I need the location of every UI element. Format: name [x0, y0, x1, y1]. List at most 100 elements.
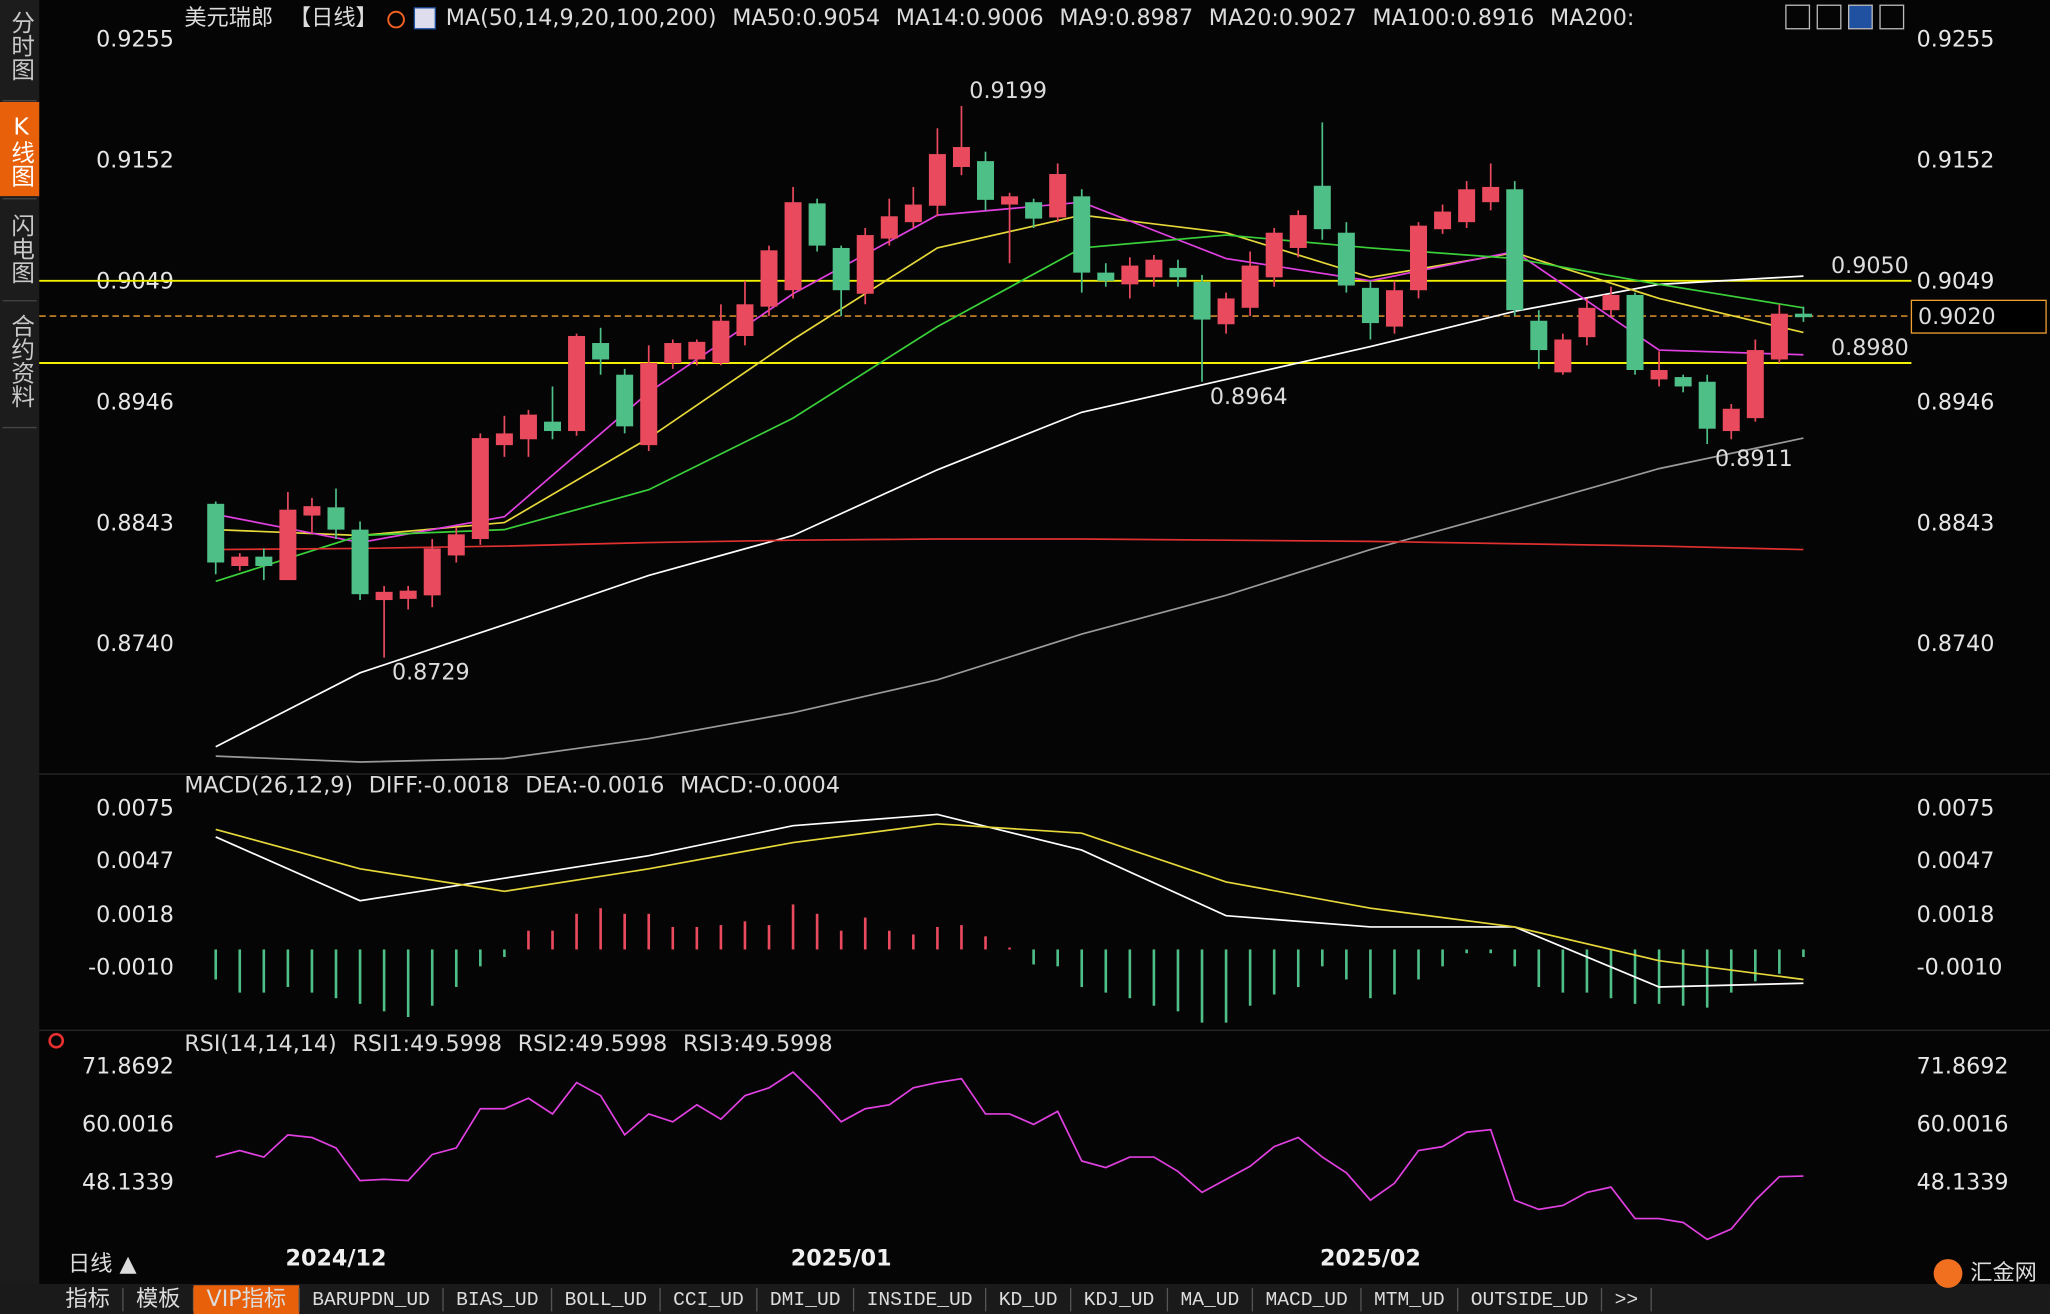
- histogram-bar: [1272, 949, 1276, 995]
- candle-body: [1265, 232, 1283, 278]
- histogram-bar: [1585, 949, 1589, 993]
- level-label: 0.8980: [1831, 335, 1909, 361]
- histogram-bar: [1200, 949, 1204, 1023]
- legend-entry: RSI2:49.5998: [518, 1031, 668, 1057]
- candle-body: [977, 161, 995, 200]
- indicator: MA(50,14,9,20,100,200): [446, 5, 717, 31]
- histogram-bar: [1248, 949, 1252, 1006]
- candle-body: [1722, 408, 1740, 432]
- toolbar-icons[interactable]: [1785, 4, 1905, 30]
- candle-body: [1506, 189, 1524, 311]
- candle-body: [616, 374, 634, 427]
- period: 【日线】: [289, 5, 378, 31]
- histogram-bar: [936, 926, 939, 950]
- candle-body: [1602, 294, 1620, 311]
- sidebar-tab[interactable]: 分时图: [7, 10, 35, 81]
- candle-body: [1482, 186, 1500, 203]
- candle-body: [760, 250, 778, 307]
- sidebar: [0, 0, 40, 1284]
- histogram-bar: [1489, 949, 1493, 954]
- histogram-bar: [454, 949, 458, 987]
- histogram-bar: [479, 949, 482, 967]
- histogram-bar: [1393, 949, 1396, 995]
- footer-tab[interactable]: MTM_UD: [1374, 1289, 1445, 1311]
- y-tick-label: 0.0075: [96, 795, 174, 821]
- icon[interactable]: [1816, 4, 1842, 30]
- histogram-bar: [1705, 949, 1709, 1008]
- footer-tab[interactable]: VIP指标: [207, 1286, 287, 1312]
- y-tick-label-right: 0.0075: [1917, 795, 1995, 821]
- candle-body: [1361, 287, 1379, 324]
- legend-entry: DIFF:-0.0018: [369, 772, 510, 798]
- candle-body: [1049, 174, 1067, 218]
- period-toggle[interactable]: 日线 ▲: [68, 1251, 137, 1277]
- footer-tab[interactable]: KDJ_UD: [1084, 1289, 1155, 1311]
- histogram-bar: [1128, 949, 1132, 999]
- candle-body: [327, 507, 345, 530]
- y-tick-label-right: 0.8843: [1917, 510, 1995, 536]
- candle-body: [880, 216, 898, 239]
- candle-body: [1434, 211, 1452, 230]
- y-tick-label: 0.9255: [96, 27, 174, 53]
- footer-tab[interactable]: DMI_UD: [770, 1289, 841, 1311]
- y-tick-label-right: 0.9255: [1917, 27, 1995, 53]
- histogram-bar: [1224, 949, 1228, 1023]
- histogram-bar: [503, 949, 506, 957]
- footer-bar: [0, 1283, 2050, 1314]
- extreme-label: 0.8964: [1210, 384, 1288, 410]
- y-tick-label: 0.8843: [96, 510, 174, 536]
- crosshair-icon[interactable]: [387, 10, 405, 29]
- candle-body: [1458, 189, 1476, 223]
- candle-body: [1073, 196, 1091, 273]
- icon[interactable]: [1785, 4, 1811, 30]
- y-tick-label: 60.0016: [82, 1112, 174, 1138]
- footer-tab[interactable]: KD_UD: [999, 1289, 1058, 1311]
- candle-body: [1193, 282, 1211, 320]
- histogram-bar: [1681, 949, 1685, 1006]
- histogram-bar: [1513, 949, 1517, 967]
- histogram-bar: [1657, 949, 1661, 1004]
- y-tick-label-right: 60.0016: [1917, 1112, 2009, 1138]
- histogram-bar: [1441, 949, 1444, 967]
- y-tick-label-right: 0.8946: [1917, 389, 1995, 415]
- legend-entry: MA14:0.9006: [896, 5, 1044, 31]
- footer-tab[interactable]: BARUPDN_UD: [312, 1289, 430, 1311]
- indicator-icon[interactable]: [413, 7, 436, 30]
- legend-entry: MA50:0.9054: [732, 5, 880, 31]
- histogram-bar: [382, 949, 386, 1012]
- x-tick-label: 2025/02: [1320, 1246, 1421, 1272]
- legend-entry: MACD:-0.0004: [680, 772, 840, 798]
- candle-body: [904, 204, 922, 223]
- footer-tab[interactable]: 模板: [136, 1286, 180, 1312]
- footer-tab[interactable]: MACD_UD: [1265, 1289, 1347, 1311]
- candle-body: [952, 147, 970, 167]
- sidebar-tab[interactable]: 闪电图: [7, 213, 35, 284]
- line-series: [215, 822, 1804, 981]
- candle-body: [1746, 350, 1764, 419]
- footer-tab[interactable]: BOLL_UD: [565, 1289, 647, 1311]
- legend-entry: MA200:: [1550, 5, 1634, 31]
- candle-body: [1313, 185, 1331, 230]
- footer-tab[interactable]: 指标: [65, 1286, 109, 1312]
- candle-body: [1530, 320, 1548, 351]
- footer-tab[interactable]: INSIDE_UD: [867, 1289, 973, 1311]
- candle-body: [592, 343, 610, 360]
- footer-tab[interactable]: CCI_UD: [673, 1289, 744, 1311]
- candle-body: [688, 341, 706, 360]
- sidebar-tab[interactable]: K线图: [7, 112, 35, 187]
- candle-body: [1554, 339, 1572, 373]
- icon[interactable]: [1879, 4, 1905, 30]
- candle-body: [1650, 370, 1668, 380]
- candle-body: [784, 202, 802, 291]
- icon[interactable]: [48, 1032, 65, 1049]
- footer-tab[interactable]: >>: [1615, 1289, 1639, 1311]
- settings-icon[interactable]: [48, 1032, 65, 1049]
- footer-tab[interactable]: BIAS_UD: [456, 1289, 538, 1311]
- histogram-bar: [791, 904, 795, 950]
- footer-tab[interactable]: OUTSIDE_UD: [1471, 1289, 1589, 1311]
- footer-tab[interactable]: MA_UD: [1180, 1289, 1239, 1311]
- icon[interactable]: [1848, 4, 1873, 30]
- histogram-bar: [1802, 949, 1805, 957]
- sidebar-tab[interactable]: 合约资料: [7, 313, 35, 408]
